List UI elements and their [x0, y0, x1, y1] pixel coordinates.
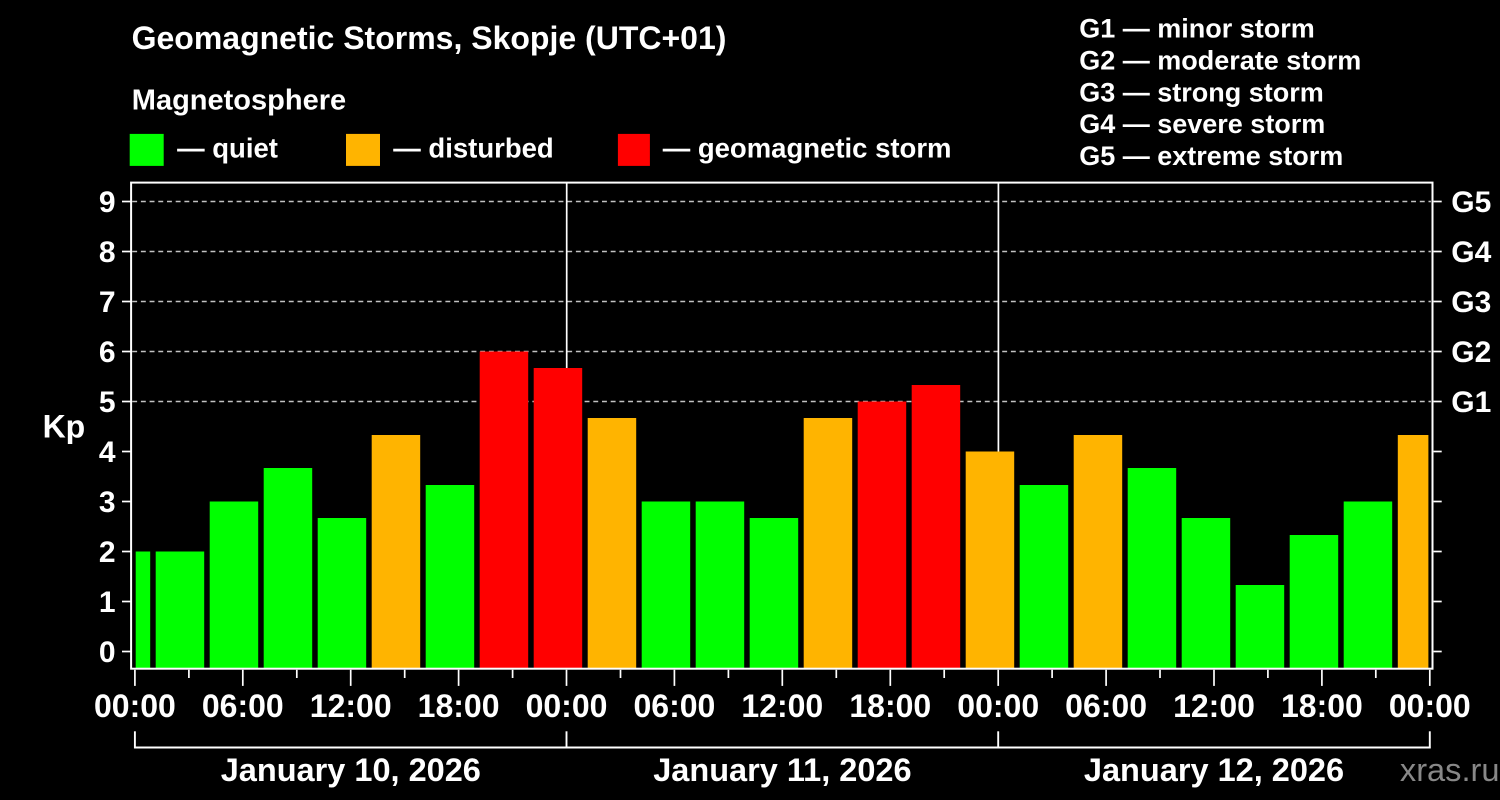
svg-text:— disturbed: — disturbed	[393, 133, 553, 164]
svg-text:00:00: 00:00	[957, 688, 1039, 724]
svg-text:3: 3	[99, 486, 116, 519]
svg-text:00:00: 00:00	[94, 688, 176, 724]
svg-text:9: 9	[99, 186, 116, 219]
svg-text:12:00: 12:00	[741, 688, 823, 724]
svg-text:G1 — minor storm: G1 — minor storm	[1079, 14, 1315, 44]
svg-text:G1: G1	[1451, 386, 1491, 419]
svg-text:G4 — severe storm: G4 — severe storm	[1079, 109, 1325, 139]
svg-text:18:00: 18:00	[849, 688, 931, 724]
svg-text:00:00: 00:00	[526, 688, 608, 724]
svg-text:8: 8	[99, 236, 116, 269]
svg-text:G2: G2	[1451, 336, 1491, 369]
svg-text:4: 4	[99, 436, 116, 469]
svg-text:G3 — strong storm: G3 — strong storm	[1079, 77, 1324, 107]
svg-text:12:00: 12:00	[1173, 688, 1255, 724]
svg-text:xras.ru: xras.ru	[1400, 751, 1500, 788]
svg-text:G3: G3	[1451, 286, 1491, 319]
svg-text:— quiet: — quiet	[177, 133, 278, 164]
svg-text:6: 6	[99, 336, 116, 369]
svg-text:06:00: 06:00	[633, 688, 715, 724]
svg-text:January 11, 2026: January 11, 2026	[653, 752, 911, 788]
svg-text:00:00: 00:00	[1389, 688, 1471, 724]
svg-text:G4: G4	[1451, 236, 1491, 269]
svg-text:G2 — moderate storm: G2 — moderate storm	[1079, 45, 1361, 75]
svg-text:06:00: 06:00	[202, 688, 284, 724]
svg-text:January 10, 2026: January 10, 2026	[221, 752, 481, 788]
svg-text:— geomagnetic storm: — geomagnetic storm	[663, 133, 952, 164]
svg-text:G5 — extreme storm: G5 — extreme storm	[1079, 141, 1343, 171]
svg-text:0: 0	[99, 636, 116, 669]
svg-text:Magnetosphere: Magnetosphere	[132, 85, 346, 117]
svg-text:18:00: 18:00	[1281, 688, 1363, 724]
svg-text:1: 1	[99, 586, 116, 619]
svg-text:7: 7	[99, 286, 116, 319]
svg-text:18:00: 18:00	[418, 688, 500, 724]
svg-text:G5: G5	[1451, 186, 1491, 219]
svg-text:12:00: 12:00	[310, 688, 392, 724]
svg-text:Geomagnetic Storms, Skopje (UT: Geomagnetic Storms, Skopje (UTC+01)	[132, 20, 727, 56]
svg-text:Kp: Kp	[43, 409, 86, 445]
svg-text:5: 5	[99, 386, 116, 419]
svg-text:January 12, 2026: January 12, 2026	[1084, 752, 1344, 788]
svg-text:2: 2	[99, 536, 116, 569]
svg-text:06:00: 06:00	[1065, 688, 1147, 724]
